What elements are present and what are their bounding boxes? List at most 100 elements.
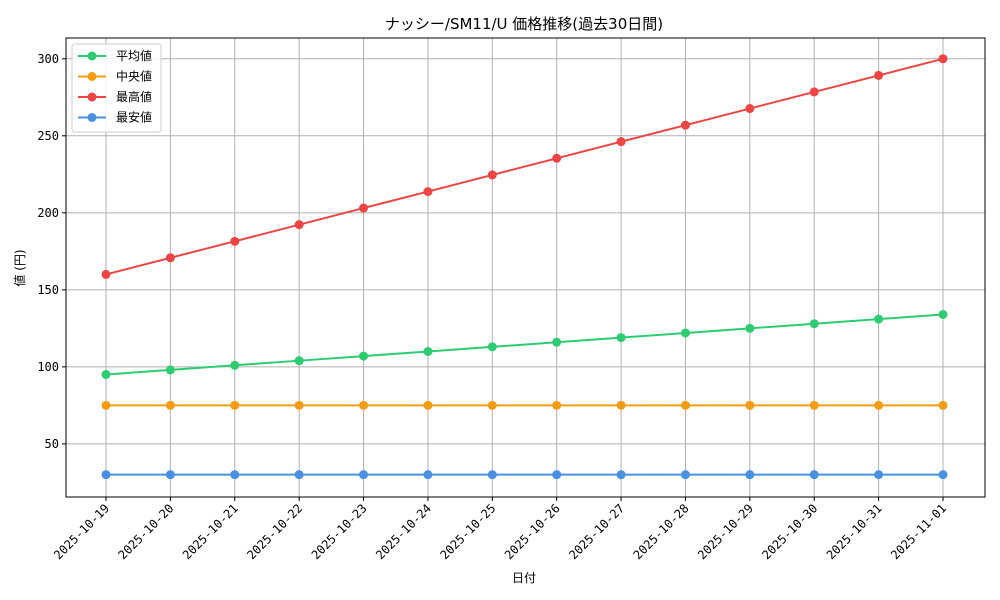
grid: [66, 38, 985, 497]
data-point: [423, 187, 433, 197]
series-line: [105, 57, 944, 276]
x-tick-label: 2025-10-22: [244, 501, 305, 562]
data-point: [938, 309, 948, 319]
data-point: [230, 400, 240, 410]
data-point: [938, 470, 948, 480]
data-point: [423, 400, 433, 410]
data-point: [101, 370, 111, 380]
series-group: [101, 309, 948, 380]
data-point: [359, 351, 369, 361]
series-lines: [101, 54, 948, 480]
data-point: [616, 333, 626, 343]
legend-label: 最高値: [116, 89, 152, 104]
legend-box: [71, 43, 162, 133]
x-tick-label: 2025-10-25: [437, 501, 498, 562]
data-point: [745, 400, 755, 410]
legend-label: 最安値: [116, 110, 152, 125]
x-tick-label: 2025-10-23: [309, 501, 370, 562]
data-point: [552, 400, 562, 410]
data-point: [680, 400, 690, 410]
legend-swatch-marker: [87, 113, 97, 122]
data-point: [165, 365, 175, 375]
data-point: [101, 470, 111, 480]
series-line: [105, 313, 944, 376]
data-point: [487, 400, 497, 410]
data-point: [938, 54, 948, 64]
y-tick-label: 100: [37, 360, 59, 374]
data-point: [809, 470, 819, 480]
legend-swatch-marker: [87, 72, 97, 81]
data-point: [938, 400, 948, 410]
y-tick-label: 200: [37, 206, 59, 220]
x-tick-label: 2025-10-27: [566, 501, 627, 562]
data-point: [552, 153, 562, 163]
x-tick-label: 2025-10-28: [631, 501, 692, 562]
y-axis-label: 値 (円): [12, 249, 27, 286]
data-point: [874, 70, 884, 80]
x-tick-label: 2025-10-29: [695, 501, 756, 562]
data-point: [487, 170, 497, 180]
data-point: [359, 203, 369, 213]
y-tick-label: 50: [45, 437, 59, 451]
x-tick-label: 2025-11-01: [888, 501, 949, 562]
data-point: [487, 342, 497, 352]
data-point: [359, 470, 369, 480]
legend-swatch-marker: [87, 92, 97, 102]
data-point: [809, 400, 819, 410]
x-axis-label: 日付: [512, 571, 536, 585]
data-point: [165, 253, 175, 263]
data-point: [680, 328, 690, 338]
chart-title: ナッシー/SM11/U 価格推移(過去30日間): [385, 15, 663, 33]
data-point: [809, 319, 819, 329]
legend-label: 平均値: [116, 48, 152, 63]
series-group: [101, 470, 948, 480]
data-point: [294, 356, 304, 366]
x-tick-label: 2025-10-31: [824, 501, 885, 562]
data-point: [101, 400, 111, 410]
x-tick-label: 2025-10-30: [759, 501, 820, 562]
data-point: [745, 104, 755, 114]
y-tick-label: 150: [37, 283, 59, 297]
x-tick-label: 2025-10-20: [116, 501, 177, 562]
legend-swatch-marker: [87, 51, 97, 61]
data-point: [552, 470, 562, 480]
series-group: [101, 54, 948, 279]
data-point: [423, 346, 433, 356]
x-tick-label: 2025-10-21: [180, 501, 241, 562]
axes: 2025-10-19 2025-10-20 2025-10-21 2025-10-22…: [37, 37, 986, 562]
x-tick-label: 2025-10-19: [51, 501, 112, 562]
data-point: [294, 470, 304, 480]
data-point: [616, 400, 626, 410]
data-point: [616, 470, 626, 480]
y-tick-label: 250: [37, 129, 59, 143]
data-point: [359, 400, 369, 410]
data-point: [165, 470, 175, 480]
data-point: [230, 470, 240, 480]
x-tick-label: 2025-10-26: [502, 501, 563, 562]
data-point: [230, 236, 240, 246]
data-point: [680, 120, 690, 130]
data-point: [616, 137, 626, 147]
data-point: [745, 323, 755, 333]
data-point: [745, 470, 755, 480]
data-point: [165, 400, 175, 410]
data-point: [680, 470, 690, 480]
y-tick-label: 300: [37, 52, 59, 66]
series-group: [101, 400, 948, 410]
legend-label: 中央値: [116, 69, 152, 84]
data-point: [874, 470, 884, 480]
data-point: [101, 269, 111, 279]
data-point: [874, 314, 884, 324]
data-point: [294, 400, 304, 410]
data-point: [487, 470, 497, 480]
plot-frame: [65, 37, 986, 498]
data-point: [809, 87, 819, 97]
data-point: [230, 360, 240, 370]
data-point: [552, 337, 562, 347]
x-tick-label: 2025-10-24: [373, 501, 434, 562]
data-point: [423, 470, 433, 480]
data-point: [874, 400, 884, 410]
